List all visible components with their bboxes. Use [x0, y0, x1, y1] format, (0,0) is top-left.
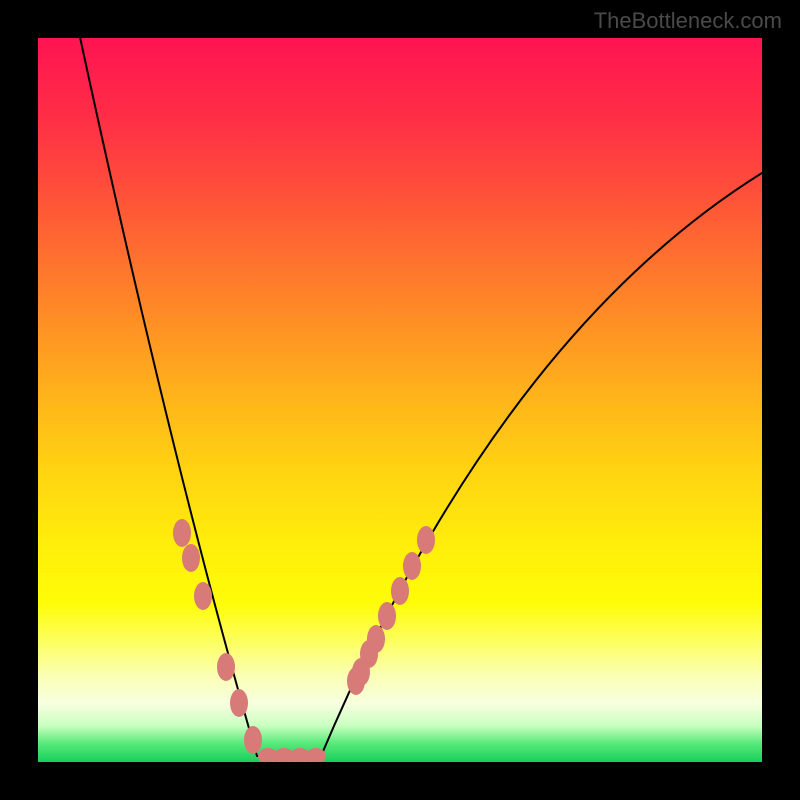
data-markers: [173, 519, 435, 762]
watermark-text: TheBottleneck.com: [594, 8, 782, 34]
bottleneck-curve-chart: [38, 38, 762, 762]
plot-area: [38, 38, 762, 762]
v-curve: [78, 38, 762, 756]
